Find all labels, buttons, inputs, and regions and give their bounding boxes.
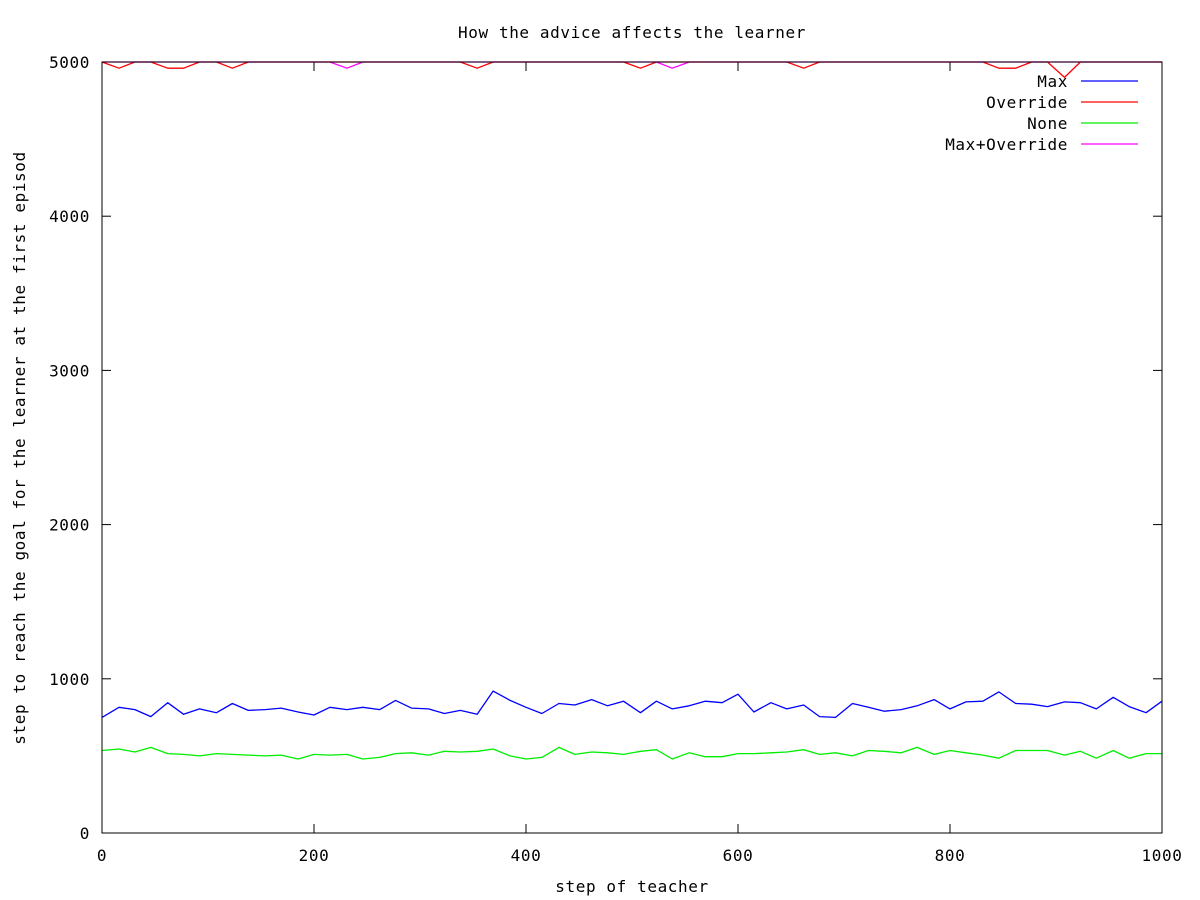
y-tick-label: 0 [80, 824, 90, 843]
y-tick-label: 2000 [49, 516, 90, 535]
legend-label-override: Override [986, 93, 1068, 112]
x-tick-label: 200 [299, 846, 330, 865]
y-tick-label: 5000 [49, 53, 90, 72]
legend: Max Override None Max+Override [945, 72, 1138, 154]
y-tick-label: 4000 [49, 207, 90, 226]
y-axis-label: step to reach the goal for the learner a… [10, 151, 29, 745]
x-tick-label: 1000 [1142, 846, 1183, 865]
chart-title: How the advice affects the learner [458, 23, 806, 42]
x-tick-label: 600 [723, 846, 754, 865]
x-tick-label: 400 [511, 846, 542, 865]
series-line-none [101, 746, 1162, 760]
x-tick-label: 0 [97, 846, 107, 865]
series-line-max [101, 690, 1163, 719]
x-tick-label: 800 [935, 846, 966, 865]
legend-label-max: Max [1037, 72, 1068, 91]
y-tick-label: 1000 [49, 670, 90, 689]
x-axis-label: step of teacher [555, 877, 709, 896]
plot-frame [101, 61, 1163, 834]
legend-label-max-override: Max+Override [945, 135, 1068, 154]
axis-ticks: 0 200 400 600 800 1000 0 1000 2000 3000 4000 5000 [49, 53, 1182, 865]
legend-label-none: None [1027, 114, 1068, 133]
y-tick-label: 3000 [49, 361, 90, 380]
